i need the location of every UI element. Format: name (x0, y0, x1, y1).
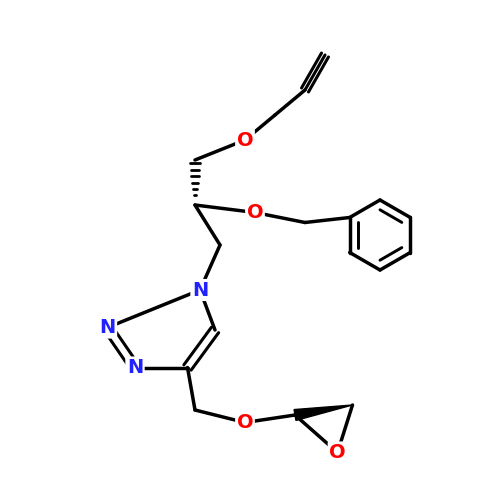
Text: O: O (236, 130, 254, 150)
Polygon shape (294, 405, 352, 420)
Text: N: N (192, 280, 208, 299)
Text: O: O (236, 413, 254, 432)
Text: N: N (127, 358, 143, 377)
Text: N: N (100, 318, 116, 337)
Text: O: O (329, 443, 346, 462)
Text: O: O (246, 203, 264, 222)
